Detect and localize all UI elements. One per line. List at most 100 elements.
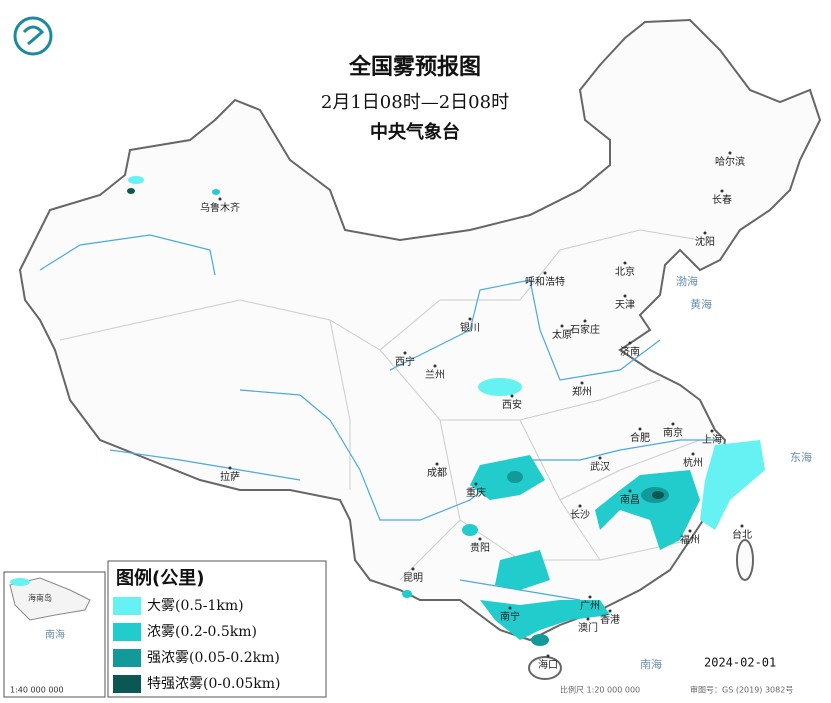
city-label: 长沙 — [570, 509, 590, 521]
city-dot — [508, 606, 512, 610]
city-label: 南京 — [663, 426, 683, 439]
city-label: 海口 — [538, 658, 558, 671]
city-dot — [543, 271, 547, 275]
inset-land — [9, 577, 91, 621]
fog-area — [595, 470, 700, 550]
tarim-river — [39, 234, 216, 276]
city-label: 成都 — [427, 467, 447, 479]
sea-label: 渤海 — [676, 274, 698, 288]
taiwan — [736, 539, 754, 581]
city-label: 西安 — [502, 398, 522, 411]
legend: 图例(公里) 大雾(0.5-1km) 浓雾(0.2-0.5km) 强浓雾(0.05-… — [107, 560, 327, 698]
legend-label: 大雾(0.5-1km) — [147, 598, 244, 614]
city-label: 银川 — [460, 321, 480, 334]
inset-fog — [10, 578, 30, 586]
city-dot — [580, 381, 584, 385]
fog-area — [495, 550, 550, 590]
legend-items: 大雾(0.5-1km) 浓雾(0.2-0.5km) 强浓雾(0.05-0.2km) 特… — [113, 597, 281, 693]
fog-area — [478, 378, 522, 396]
city-dot — [435, 462, 439, 466]
inset-island: 海南岛 — [28, 593, 52, 603]
city-dot — [628, 341, 632, 345]
city-label: 南宁 — [500, 610, 520, 623]
yarlung-river — [109, 449, 301, 481]
legend-label: 特强浓雾(0-0.05km) — [147, 676, 281, 692]
city-dot — [583, 319, 587, 323]
city-label: 台北 — [732, 528, 752, 541]
city-dot — [468, 317, 472, 321]
issuer: 中央气象台 — [370, 121, 460, 143]
city-dot — [478, 537, 482, 541]
city-dot — [403, 351, 407, 355]
city-label: 上海 — [702, 433, 722, 446]
city-dot — [474, 482, 478, 486]
fog-area — [127, 188, 135, 194]
city-dot — [510, 394, 514, 398]
city-label: 贵阳 — [470, 541, 490, 554]
city-label: 石家庄 — [570, 323, 600, 336]
title: 全国雾预报图 — [348, 54, 481, 80]
fog-area — [700, 440, 765, 530]
city-dot — [710, 429, 714, 433]
fog-areas — [127, 176, 765, 646]
city-label: 济南 — [620, 345, 640, 358]
city-label: 西宁 — [395, 355, 415, 368]
city-label: 香港 — [600, 614, 620, 626]
fog-area — [507, 471, 523, 483]
city-label: 武汉 — [590, 460, 610, 473]
city-dot — [578, 504, 582, 508]
legend-swatch — [113, 597, 141, 615]
city-dot — [688, 529, 692, 533]
legend-swatch — [113, 649, 141, 667]
city-dot — [720, 189, 724, 193]
subtitle: 2月1日08时—2日08时 — [321, 92, 509, 113]
city-label: 北京 — [615, 265, 635, 278]
sea-label: 东海 — [790, 450, 812, 464]
city-label: 沈阳 — [695, 235, 715, 248]
city-dot — [728, 151, 732, 155]
legend-swatch — [113, 675, 141, 693]
sea-label: 黄海 — [690, 297, 712, 311]
date: 2024-02-01 — [704, 656, 776, 670]
sea-label: 南海 — [640, 657, 662, 671]
city-dot — [433, 364, 437, 368]
city-label: 呼和浩特 — [525, 276, 565, 288]
fog-area — [402, 590, 412, 598]
city-dot — [546, 654, 550, 658]
city-label: 昆明 — [403, 572, 423, 584]
legend-swatch — [113, 623, 141, 641]
scale: 比例尺 1:20 000 000 — [560, 685, 640, 695]
city-label: 郑州 — [572, 385, 592, 398]
city-dot — [598, 456, 602, 460]
yellow-river — [389, 279, 661, 381]
fog-area — [480, 600, 610, 640]
legend-label: 强浓雾(0.05-0.2km) — [147, 650, 280, 666]
city-dot — [228, 466, 232, 470]
city-label: 南昌 — [620, 493, 640, 506]
city-label: 拉萨 — [220, 470, 240, 483]
city-label: 长春 — [712, 194, 732, 206]
fog-area — [128, 176, 144, 184]
logo-mark — [22, 25, 45, 46]
city-label: 重庆 — [466, 486, 486, 499]
city-dot — [671, 422, 675, 426]
legend-box — [107, 560, 327, 698]
city-dot — [703, 231, 707, 235]
city-dot — [411, 567, 415, 571]
city-label: 乌鲁木齐 — [200, 201, 240, 214]
yangtze-river — [239, 389, 720, 521]
city-label: 澳门 — [578, 621, 598, 634]
city-dot — [623, 294, 627, 298]
city-label: 广州 — [580, 600, 600, 612]
city-label: 天津 — [615, 299, 635, 311]
city-dot — [740, 524, 744, 528]
logo — [13, 16, 53, 56]
city-label: 福州 — [680, 533, 700, 546]
city-dot — [638, 427, 642, 431]
fog-area — [531, 634, 549, 646]
city-label: 哈尔滨 — [715, 155, 745, 168]
fog-area — [462, 524, 478, 536]
